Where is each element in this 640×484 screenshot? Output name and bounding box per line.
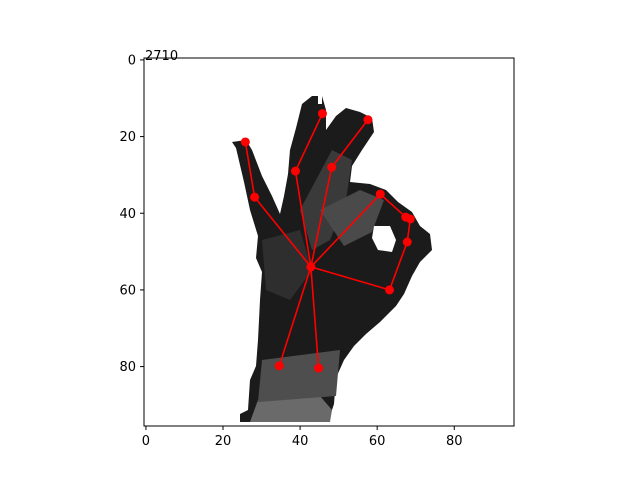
bone-wrist-ring_mid <box>294 170 312 268</box>
joint-palm_low_right <box>314 363 324 373</box>
x-tick-label: 20 <box>215 434 232 449</box>
x-tick-label: 40 <box>292 434 309 449</box>
joint-middle_tip <box>363 115 373 125</box>
joint-index_tip <box>401 212 411 222</box>
y-tick-label: 80 <box>119 360 136 375</box>
bone-middle_mid-middle_tip <box>331 119 369 168</box>
joint-pinky_tip <box>240 137 250 147</box>
joint-wrist <box>306 262 316 272</box>
chart-title: 2710 <box>145 49 178 64</box>
plot-frame <box>143 57 515 427</box>
y-tick-label: 40 <box>119 207 136 222</box>
bone-wrist-index_base <box>310 193 381 268</box>
bone-ring_mid-ring_tip <box>294 113 324 172</box>
x-tick-label: 80 <box>446 434 463 449</box>
skeleton-joints <box>240 109 415 373</box>
joint-ring_mid <box>290 166 300 176</box>
x-tick-label: 0 <box>142 434 150 449</box>
y-tick-label: 20 <box>119 130 136 145</box>
bone-wrist-palm_low_left <box>278 266 312 367</box>
joint-thumb_mid <box>402 237 412 247</box>
bone-pinky_mid-pinky_tip <box>244 141 256 198</box>
x-tick-label: 60 <box>369 434 386 449</box>
bone-wrist-palm_low_right <box>310 266 320 369</box>
bone-wrist-middle_mid <box>310 167 333 268</box>
bone-wrist-pinky_mid <box>253 196 312 268</box>
y-axis: 0 20 40 60 80 <box>119 53 144 375</box>
y-tick-label: 60 <box>119 283 136 298</box>
joint-palm_low_left <box>274 361 284 371</box>
bone-index_base-index_tip <box>379 193 407 218</box>
bone-wrist-thumb_base <box>310 266 390 291</box>
joint-index_base <box>375 189 385 199</box>
joint-ring_tip <box>317 109 327 119</box>
joint-thumb_base <box>385 285 395 295</box>
joint-middle_mid <box>327 162 337 172</box>
y-tick-label: 0 <box>128 53 136 68</box>
x-axis: 0 20 40 60 80 <box>142 426 463 449</box>
bone-thumb_base-thumb_mid <box>388 241 408 291</box>
joint-pinky_mid <box>250 192 260 202</box>
